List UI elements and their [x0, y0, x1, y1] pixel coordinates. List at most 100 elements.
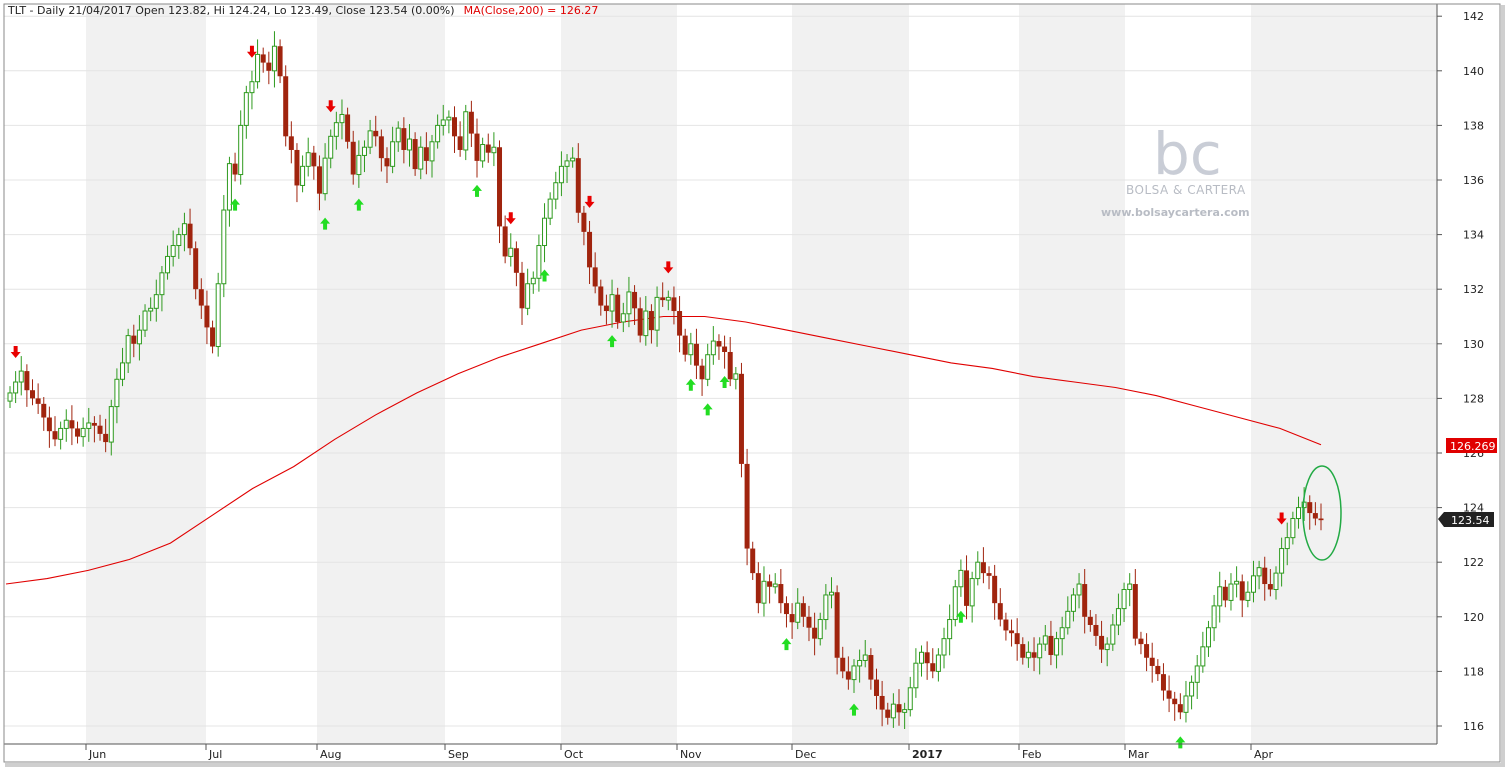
- signal-up-arrow: [685, 378, 696, 391]
- candle: [232, 152, 238, 182]
- candle-body-up: [1217, 586, 1223, 607]
- candle-body-down: [232, 163, 238, 175]
- watermark-url: www.bolsaycartera.com: [1101, 206, 1250, 219]
- candle: [536, 234, 542, 292]
- candle-body-down: [103, 433, 109, 443]
- candle: [322, 143, 328, 201]
- candle: [1284, 522, 1290, 566]
- candle-body-up: [7, 392, 13, 402]
- highlight-circle: [1302, 465, 1342, 561]
- candle-body-down: [1132, 584, 1138, 639]
- candle: [255, 39, 261, 89]
- price-tick-label: 118: [1463, 665, 1484, 678]
- month-band: [86, 4, 206, 744]
- candle: [1121, 582, 1127, 622]
- candle-body-down: [738, 373, 744, 464]
- price-tick-label: 116: [1463, 720, 1484, 733]
- candle: [311, 145, 317, 180]
- candle: [148, 297, 154, 322]
- plot-border: [3, 3, 1501, 763]
- candle: [58, 421, 64, 450]
- candle: [260, 47, 266, 73]
- candle-body-up: [1228, 583, 1234, 601]
- candle: [677, 296, 683, 353]
- candle: [941, 627, 947, 669]
- candle: [80, 417, 86, 447]
- candle-body-down: [755, 573, 761, 604]
- candle: [902, 702, 908, 730]
- candle: [215, 272, 221, 357]
- candle: [648, 304, 654, 344]
- signal-up-arrow: [702, 403, 713, 416]
- candle-body-down: [378, 136, 384, 159]
- candle-body-up: [564, 160, 570, 167]
- candle: [513, 241, 519, 287]
- candle-body-up: [570, 157, 576, 162]
- candle: [1048, 620, 1054, 666]
- candle-body-up: [1273, 572, 1279, 590]
- month-bands: [86, 4, 1437, 744]
- signal-up-arrow: [1175, 736, 1186, 749]
- signal-up-arrow: [607, 335, 618, 348]
- candle-body-down: [24, 371, 30, 391]
- candle: [120, 347, 126, 387]
- price-tick-label: 124: [1463, 502, 1484, 515]
- price-tick-label: 130: [1463, 338, 1484, 351]
- candle-body-down: [896, 704, 902, 713]
- window-shadow-right: [1501, 5, 1505, 767]
- candle: [1155, 659, 1161, 681]
- candle-body-down: [497, 147, 503, 227]
- candle: [1110, 614, 1116, 651]
- candle: [452, 106, 458, 153]
- candle: [502, 215, 508, 264]
- candle: [710, 326, 716, 365]
- candle-body-down: [474, 133, 480, 161]
- candle-body-up: [1070, 594, 1076, 612]
- candle-body-down: [986, 573, 992, 576]
- candle-body-up: [1127, 583, 1133, 590]
- candle-body-down: [1009, 630, 1015, 634]
- signal-down-arrow: [325, 100, 336, 113]
- candle-body-down: [806, 616, 812, 628]
- candle-body-up: [547, 198, 553, 219]
- candle: [1093, 614, 1099, 647]
- candle-body-down: [288, 136, 294, 150]
- candle-body-up: [271, 45, 277, 72]
- candle-body-up: [862, 654, 868, 661]
- month-band: [561, 4, 677, 744]
- candle: [1222, 579, 1228, 608]
- candle-body-up: [176, 234, 182, 247]
- time-tick-label: 2017: [912, 748, 943, 761]
- candle: [671, 286, 677, 325]
- candle-body-down: [778, 584, 784, 604]
- candle-body-down: [266, 62, 272, 71]
- candle-body-up: [1076, 583, 1082, 596]
- candle-body-down: [401, 128, 407, 150]
- candle-body-up: [902, 709, 908, 713]
- candle-body-up: [643, 310, 649, 337]
- candle-body-up: [975, 561, 981, 580]
- signal-down-arrow: [246, 45, 257, 58]
- candle: [1042, 624, 1048, 651]
- candle: [1037, 637, 1043, 675]
- candle: [1149, 642, 1155, 683]
- candle-body-up: [795, 602, 801, 623]
- candle: [952, 579, 958, 627]
- signal-up-arrow: [848, 703, 859, 716]
- candle: [750, 541, 756, 580]
- candle: [367, 119, 373, 155]
- candle: [24, 364, 30, 407]
- candle-body-up: [1054, 638, 1060, 656]
- candle: [688, 332, 694, 365]
- candle-body-down: [468, 111, 474, 134]
- candle: [519, 261, 525, 325]
- candle: [412, 132, 418, 176]
- candle: [1132, 569, 1138, 646]
- candle: [665, 290, 671, 311]
- candle-body-down: [924, 652, 930, 664]
- candle-body-up: [542, 217, 548, 247]
- month-band: [1251, 4, 1437, 744]
- candle: [131, 324, 137, 358]
